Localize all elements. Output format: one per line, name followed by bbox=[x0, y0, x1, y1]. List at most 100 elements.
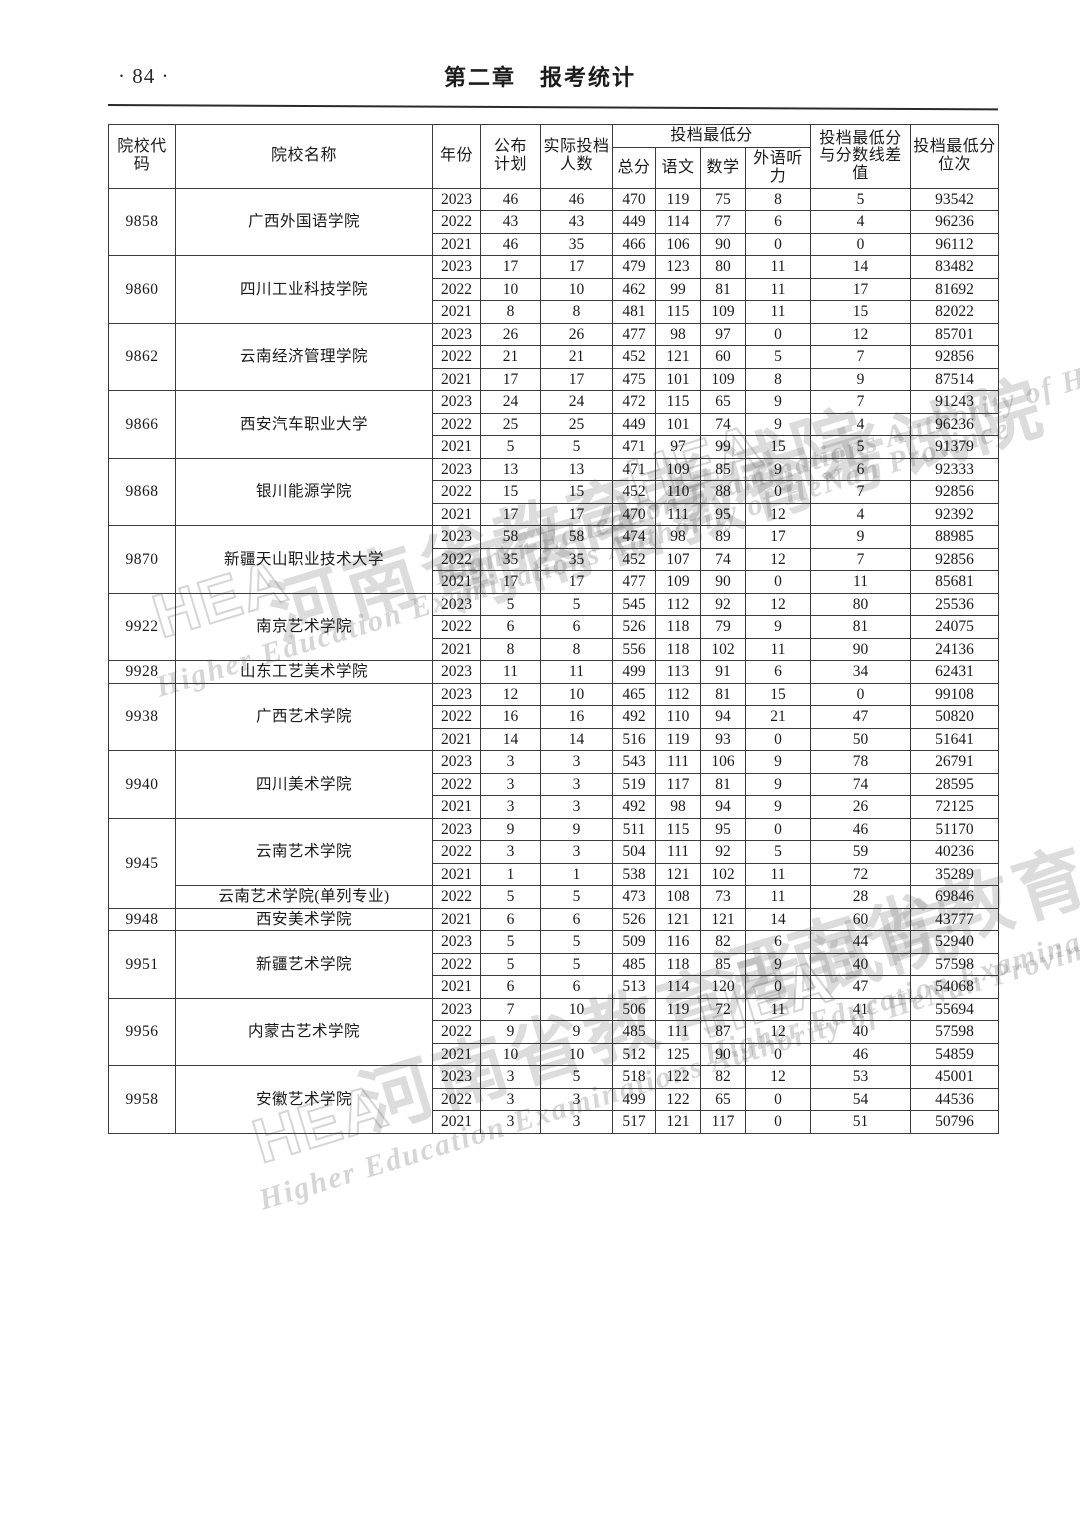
cell-score-diff: 81 bbox=[810, 615, 912, 639]
cell-foreign-listening-score: 11 bbox=[744, 637, 812, 662]
cell-rank: 99108 bbox=[910, 682, 1000, 707]
cell-year: 2023 bbox=[432, 592, 481, 617]
cell-foreign-listening-score: 0 bbox=[744, 1042, 812, 1067]
table-row: 9866 西安汽车职业大学 2023 24 24 472 115 65 9 7 91243 bbox=[108, 390, 1000, 459]
cell-total-score: 543 bbox=[612, 750, 656, 774]
cell-score-diff: 59 bbox=[810, 840, 912, 864]
cell-actual-admitted: 3 bbox=[540, 1110, 613, 1134]
cell-actual-admitted: 10 bbox=[540, 277, 613, 302]
cell-foreign-listening-score: 0 bbox=[744, 480, 812, 504]
cell-score-diff: 6 bbox=[810, 457, 912, 482]
table-row: 2022 10 10 462 99 81 11 17 81692 bbox=[109, 277, 1000, 302]
cell-announced-plan: 24 bbox=[480, 390, 541, 414]
table-row: 2021 10 10 512 125 90 0 46 54859 bbox=[109, 1042, 1000, 1067]
cell-total-score: 474 bbox=[612, 525, 656, 549]
cell-actual-admitted: 8 bbox=[540, 300, 613, 324]
cell-score-diff: 9 bbox=[810, 367, 912, 392]
table-row: 2022 3 3 519 117 81 9 74 28595 bbox=[109, 772, 1000, 797]
cell-score-diff: 60 bbox=[810, 907, 912, 932]
cell-foreign-listening-score: 11 bbox=[744, 862, 812, 887]
cell-chinese-score: 101 bbox=[655, 367, 701, 392]
column-header-actual-admitted: 实际投档 人数 bbox=[540, 124, 613, 189]
column-header-min-score-group: 投档最低分 bbox=[611, 124, 812, 148]
cell-foreign-listening-score: 0 bbox=[744, 727, 812, 752]
cell-total-score: 492 bbox=[612, 705, 656, 729]
cell-year: 2023 bbox=[432, 750, 481, 774]
cell-math-score: 94 bbox=[700, 705, 746, 729]
cell-announced-plan: 17 bbox=[480, 367, 541, 392]
cell-total-score: 473 bbox=[612, 885, 656, 909]
cell-total-score: 452 bbox=[612, 547, 656, 572]
cell-chinese-score: 101 bbox=[655, 412, 701, 437]
cell-rank: 72125 bbox=[910, 795, 1000, 819]
header-divider-rule bbox=[107, 104, 998, 111]
cell-total-score: 526 bbox=[612, 615, 656, 639]
cell-school-code: 9870 bbox=[108, 525, 176, 594]
cell-school-name: 安徽艺术学院 bbox=[175, 1065, 433, 1134]
page-header: · 84 · 第二章 报考统计 bbox=[0, 58, 1080, 104]
cell-actual-admitted: 3 bbox=[540, 795, 613, 819]
cell-actual-admitted: 3 bbox=[540, 840, 613, 864]
cell-announced-plan: 35 bbox=[480, 547, 541, 572]
cell-score-diff: 0 bbox=[810, 232, 912, 257]
cell-year: 2023 bbox=[432, 930, 481, 954]
cell-rank: 24075 bbox=[910, 615, 1000, 639]
cell-math-score: 72 bbox=[700, 997, 746, 1022]
cell-year: 2022 bbox=[432, 480, 481, 504]
cell-total-score: 485 bbox=[612, 952, 656, 977]
cell-chinese-score: 99 bbox=[655, 277, 701, 302]
cell-math-score: 85 bbox=[700, 457, 746, 482]
cell-announced-plan: 8 bbox=[480, 637, 541, 662]
cell-announced-plan: 26 bbox=[480, 322, 541, 347]
cell-rank: 91243 bbox=[910, 390, 1000, 414]
cell-chinese-score: 109 bbox=[655, 457, 701, 482]
cell-rank: 54068 bbox=[910, 975, 1000, 999]
cell-score-diff: 7 bbox=[810, 345, 912, 369]
cell-score-diff: 40 bbox=[810, 952, 912, 977]
cell-math-score: 120 bbox=[700, 975, 746, 999]
cell-actual-admitted: 6 bbox=[540, 907, 613, 932]
cell-year: 2023 bbox=[432, 817, 481, 842]
cell-actual-admitted: 9 bbox=[540, 1020, 613, 1044]
cell-rank: 40236 bbox=[910, 840, 1000, 864]
cell-math-score: 109 bbox=[700, 367, 746, 392]
cell-year: 2021 bbox=[432, 795, 481, 819]
cell-chinese-score: 98 bbox=[655, 322, 701, 347]
cell-foreign-listening-score: 14 bbox=[744, 907, 812, 932]
table-row: 9940 四川美术学院 2023 3 3 543 111 106 9 78 26791 bbox=[108, 750, 1000, 819]
cell-score-diff: 44 bbox=[810, 930, 912, 954]
cell-actual-admitted: 10 bbox=[540, 997, 613, 1022]
cell-school-code: 9945 bbox=[108, 817, 176, 909]
cell-year: 2021 bbox=[432, 232, 481, 257]
cell-rank: 55694 bbox=[910, 997, 1000, 1022]
table-row: 2021 46 35 466 106 90 0 0 96112 bbox=[109, 232, 1000, 257]
table-row: 2022 6 6 526 118 79 9 81 24075 bbox=[109, 615, 1000, 639]
cell-math-score: 121 bbox=[700, 907, 746, 932]
cell-foreign-listening-score: 15 bbox=[744, 435, 812, 459]
cell-school-name: 四川美术学院 bbox=[175, 750, 433, 819]
cell-year: 2023 bbox=[432, 322, 481, 347]
cell-rank: 85701 bbox=[910, 322, 1000, 347]
cell-actual-admitted: 21 bbox=[540, 345, 613, 369]
cell-school-code: 9951 bbox=[108, 930, 176, 999]
cell-rank: 92333 bbox=[910, 457, 1000, 482]
cell-school-code: 9858 bbox=[108, 187, 176, 257]
cell-foreign-listening-score: 17 bbox=[744, 525, 812, 549]
cell-chinese-score: 121 bbox=[655, 907, 701, 932]
cell-year: 2021 bbox=[432, 727, 481, 752]
cell-score-diff: 34 bbox=[810, 660, 912, 684]
cell-chinese-score: 114 bbox=[655, 975, 701, 999]
cell-chinese-score: 125 bbox=[655, 1042, 701, 1067]
cell-actual-admitted: 35 bbox=[540, 547, 613, 572]
cell-foreign-listening-score: 0 bbox=[744, 817, 812, 842]
cell-foreign-listening-score: 6 bbox=[744, 660, 812, 684]
cell-score-diff: 46 bbox=[810, 817, 912, 842]
cell-total-score: 499 bbox=[612, 1087, 656, 1112]
cell-rank: 44536 bbox=[910, 1087, 1000, 1112]
cell-math-score: 90 bbox=[700, 232, 746, 257]
cell-year: 2022 bbox=[432, 210, 481, 234]
cell-chinese-score: 122 bbox=[655, 1087, 701, 1112]
table-row: 2021 17 17 477 109 90 0 11 85681 bbox=[109, 570, 1000, 594]
cell-actual-admitted: 25 bbox=[540, 412, 613, 437]
cell-rank: 45001 bbox=[910, 1065, 1000, 1089]
